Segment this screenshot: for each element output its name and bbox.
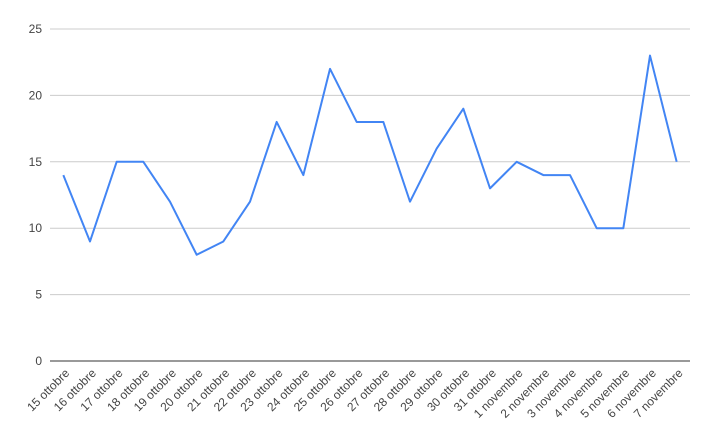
y-tick-label: 15 [29,155,43,169]
y-tick-label: 5 [35,288,42,302]
y-tick-label: 10 [29,221,43,235]
y-tick-label: 25 [29,22,43,36]
data-line [62,54,678,256]
y-tick-label: 0 [35,354,42,368]
y-tick-label: 20 [29,88,43,102]
